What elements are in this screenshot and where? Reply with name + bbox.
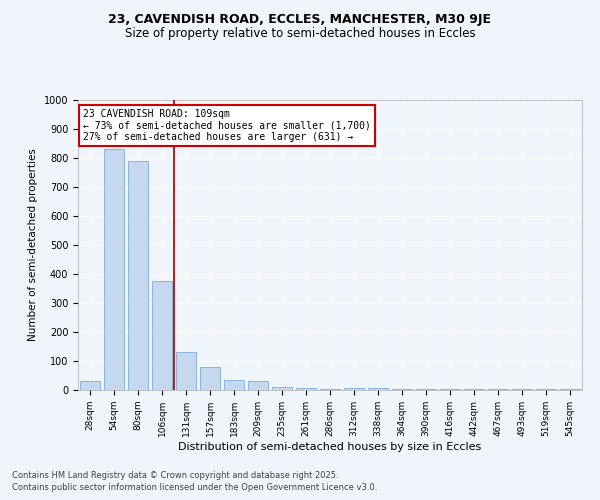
Text: Contains HM Land Registry data © Crown copyright and database right 2025.: Contains HM Land Registry data © Crown c…: [12, 470, 338, 480]
Bar: [176, 352, 196, 390]
Bar: [296, 388, 316, 390]
Bar: [104, 150, 124, 390]
Bar: [248, 382, 268, 390]
Bar: [320, 388, 340, 390]
Bar: [224, 380, 244, 390]
Text: Contains public sector information licensed under the Open Government Licence v3: Contains public sector information licen…: [12, 483, 377, 492]
Bar: [128, 161, 148, 390]
Bar: [512, 388, 532, 390]
Bar: [272, 386, 292, 390]
Bar: [152, 281, 172, 390]
Bar: [368, 388, 388, 390]
Bar: [488, 388, 508, 390]
Bar: [392, 388, 412, 390]
Y-axis label: Number of semi-detached properties: Number of semi-detached properties: [28, 148, 38, 342]
Bar: [440, 388, 460, 390]
Text: Size of property relative to semi-detached houses in Eccles: Size of property relative to semi-detach…: [125, 28, 475, 40]
Bar: [464, 388, 484, 390]
Text: 23 CAVENDISH ROAD: 109sqm
← 73% of semi-detached houses are smaller (1,700)
27% : 23 CAVENDISH ROAD: 109sqm ← 73% of semi-…: [83, 108, 371, 142]
Bar: [80, 382, 100, 390]
X-axis label: Distribution of semi-detached houses by size in Eccles: Distribution of semi-detached houses by …: [178, 442, 482, 452]
Text: 23, CAVENDISH ROAD, ECCLES, MANCHESTER, M30 9JE: 23, CAVENDISH ROAD, ECCLES, MANCHESTER, …: [109, 12, 491, 26]
Bar: [416, 388, 436, 390]
Bar: [560, 388, 580, 390]
Bar: [200, 367, 220, 390]
Bar: [536, 388, 556, 390]
Bar: [344, 388, 364, 390]
